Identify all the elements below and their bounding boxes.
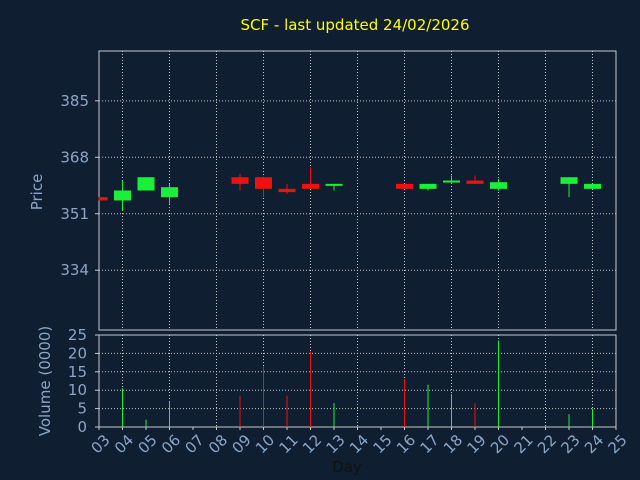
x-tick-label: 23	[558, 431, 584, 457]
candle-body	[443, 180, 460, 183]
price-tick-label: 334	[60, 261, 89, 279]
x-tick-label: 10	[252, 431, 278, 457]
price-axis-label: Price	[28, 174, 46, 211]
x-tick-label: 06	[158, 431, 184, 457]
x-tick-label: 21	[511, 431, 537, 457]
candle-body	[278, 188, 296, 193]
x-tick-label: 07	[182, 431, 208, 457]
x-tick-label: 19	[464, 431, 490, 457]
x-tick-label: 12	[299, 431, 325, 457]
price-panel: 334 351 368 385 Price	[28, 50, 617, 331]
price-tick-label: 351	[60, 205, 89, 223]
volume-tick-label: 0	[77, 418, 87, 436]
x-tick-label: 25	[605, 431, 631, 457]
volume-tick-label: 5	[77, 400, 87, 418]
candle-body	[161, 187, 178, 198]
candle-body	[560, 177, 578, 184]
volume-bars	[122, 340, 593, 427]
x-tick-label: 13	[323, 431, 349, 457]
volume-grid	[99, 335, 616, 427]
x-tick-label: 09	[229, 431, 255, 457]
x-axis-label: Day	[332, 458, 362, 476]
x-tick-label: 05	[135, 431, 161, 457]
x-tick-label: 04	[111, 431, 137, 457]
price-tick-label: 385	[60, 92, 89, 110]
candle-body	[231, 177, 249, 184]
candle-body	[114, 190, 131, 201]
x-tick-label: 17	[417, 431, 443, 457]
x-tick-label: 22	[534, 431, 560, 457]
price-tick-label: 368	[60, 148, 89, 166]
x-tick-label: 14	[346, 431, 372, 457]
candle-body	[419, 183, 437, 189]
candle-body	[255, 177, 272, 189]
candle-body	[490, 182, 507, 189]
x-tick-label: 08	[205, 431, 231, 457]
price-y-ticks: 334 351 368 385	[60, 92, 99, 279]
x-tick-label: 24	[581, 431, 607, 457]
x-tick-label: 03	[88, 431, 114, 457]
candle-body	[584, 183, 601, 189]
candle-body	[466, 180, 484, 184]
volume-tick-label: 10	[68, 381, 87, 399]
candle-body	[99, 197, 108, 201]
chart-title: SCF - last updated 24/02/2026	[241, 16, 470, 34]
candles	[98, 167, 601, 211]
price-grid	[99, 51, 616, 330]
x-tick-label: 16	[393, 431, 419, 457]
x-tick-label: 20	[487, 431, 513, 457]
volume-tick-label: 25	[68, 326, 87, 344]
candle-body	[137, 177, 155, 191]
volume-tick-label: 15	[68, 363, 87, 381]
candle-body	[302, 183, 319, 189]
volume-tick-label: 20	[68, 344, 87, 362]
volume-axis-label: Volume (0000)	[36, 326, 54, 436]
candle-body	[396, 183, 413, 189]
x-tick-label: 11	[276, 431, 302, 457]
x-tick-labels: 0304050607080910111213141516171819202122…	[88, 427, 631, 457]
x-tick-label: 18	[440, 431, 466, 457]
x-tick-label: 15	[370, 431, 396, 457]
candle-body	[325, 183, 343, 186]
